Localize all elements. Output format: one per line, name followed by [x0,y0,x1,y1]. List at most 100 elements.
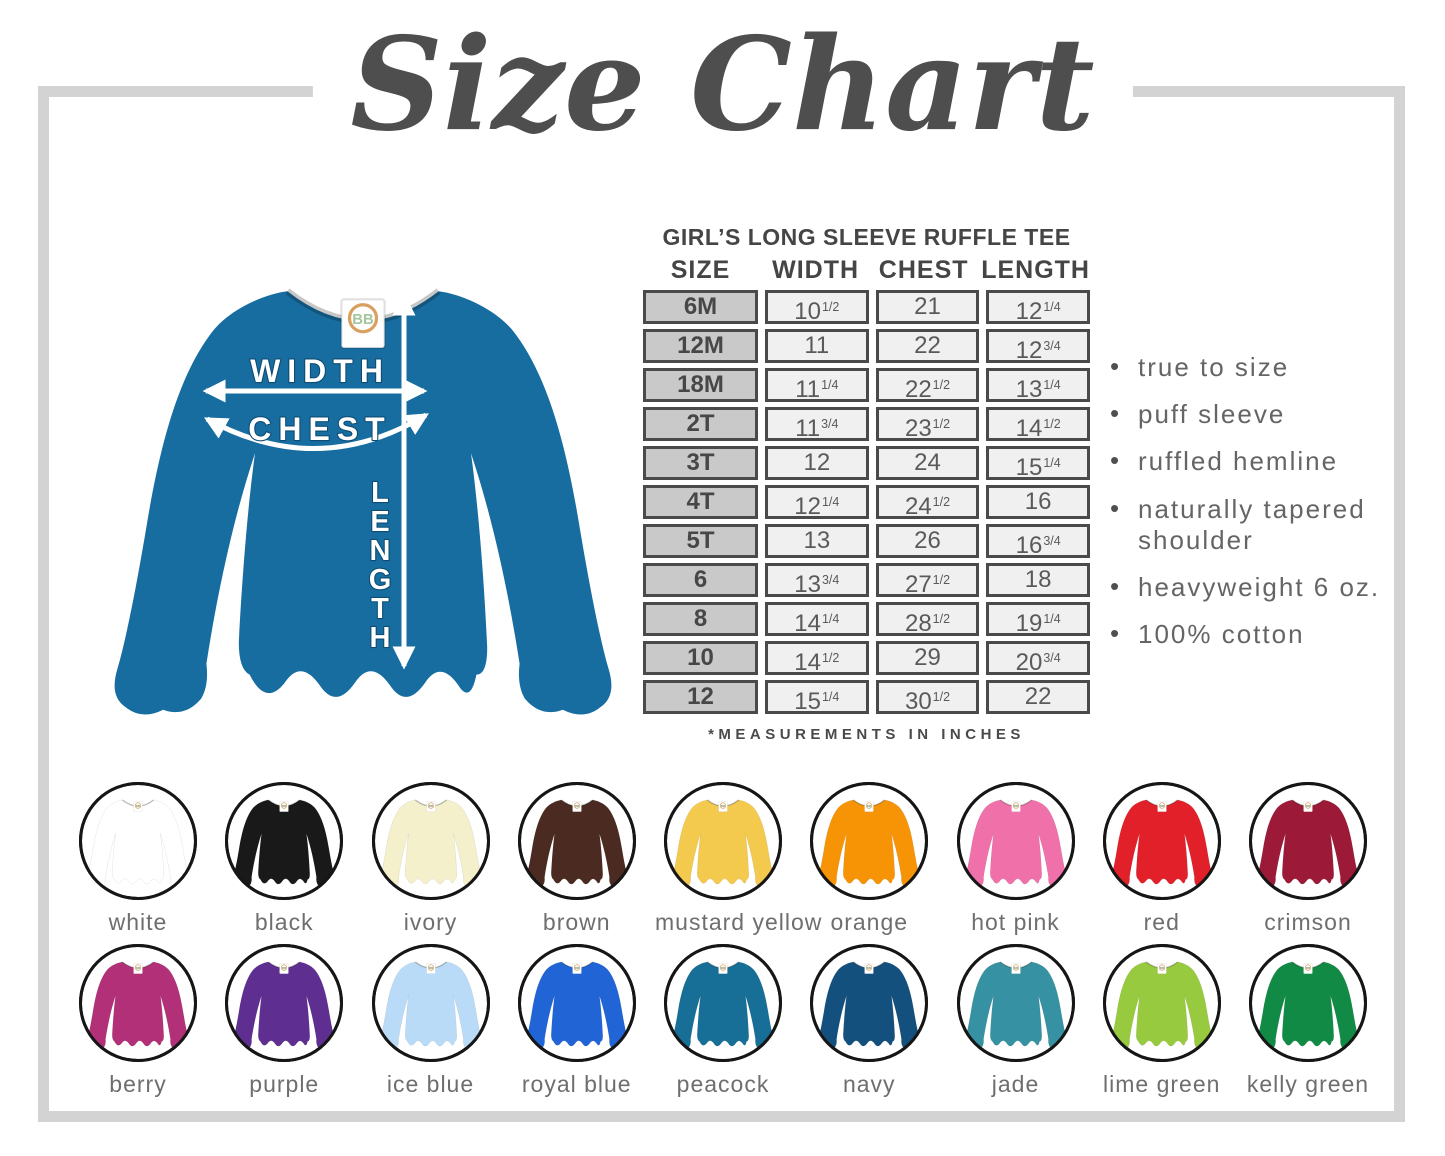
size-cell: 6M [643,290,758,324]
shirt-thumbnail [225,944,344,1062]
measurement-cell: 141/4 [765,602,869,637]
size-table-row: 2T 113/4 231/2 141/2 [643,407,1090,442]
col-chest: CHEST [878,256,969,284]
measurement-cell: 221/2 [875,368,980,403]
size-table-row: 18M 111/4 221/2 131/4 [643,368,1090,403]
measurement-cell: 203/4 [986,641,1090,676]
size-table-row: 10 141/2 29 203/4 [643,641,1090,676]
swatch-label: purple [249,1071,320,1097]
measurement-cell: 121/4 [986,290,1090,325]
swatch-label: navy [842,1071,896,1097]
size-table-row: 12M 11 22 123/4 [643,329,1090,364]
feature-item: true to size [1108,351,1408,383]
table-footnote: *MEASUREMENTS IN INCHES [708,726,1025,743]
col-size: SIZE [670,256,731,284]
feature-item: naturally tapered shoulder [1108,493,1408,556]
measurement-cell: 133/4 [765,563,869,598]
size-table-row: 6M 101/2 21 121/4 [643,290,1090,325]
measurement-cell: 26 [875,524,980,558]
measurement-cell: 281/2 [875,602,980,637]
size-cell: 12M [643,329,758,363]
swatch-label: royal blue [521,1071,632,1097]
chest-label: CHEST [248,411,391,447]
measurement-cell: 113/4 [765,407,869,442]
measurement-cell: 163/4 [986,524,1090,559]
measurement-cell: 231/2 [875,407,980,442]
shirt-thumbnail [664,944,782,1062]
color-swatch-black: black [216,780,352,936]
swatch-label: peacock [676,1071,770,1097]
size-cell: 18M [643,368,758,402]
color-swatch-peacock: peacock [655,942,791,1098]
measurement-cell: 301/2 [875,680,980,715]
measurement-cell: 11 [765,329,869,363]
col-width: WIDTH [772,256,860,284]
measurement-cell: 22 [986,680,1090,714]
swatch-label: ice blue [386,1071,475,1097]
table-header: SIZE WIDTH CHEST LENGTH [643,256,1090,285]
size-cell: 2T [643,407,758,441]
color-swatch-mustard-yellow: mustard yellow [655,780,821,936]
size-cell: 6 [643,563,758,597]
swatch-label: red [1143,909,1180,935]
measurement-cell: 123/4 [986,329,1090,364]
measurement-cell: 141/2 [986,407,1090,442]
shirt-thumbnail [956,782,1075,900]
measurement-cell: 21 [875,290,980,324]
size-cell: 12 [643,680,758,714]
color-swatch-orange: orange [801,780,937,936]
measurement-cell: 241/2 [875,485,980,520]
size-table-row: 8 141/4 281/2 191/4 [643,602,1090,637]
size-cell: 5T [643,524,758,558]
color-swatch-crimson: crimson [1240,780,1376,936]
shirt-thumbnail [79,782,197,900]
shirt-thumbnail [371,944,490,1062]
shirt-thumbnail [517,944,636,1062]
color-swatches: white black ivory brown mustard yellow orange… [70,780,1376,1104]
swatch-label: jade [991,1071,1040,1097]
shirt-thumbnail [1249,944,1367,1062]
size-cell: 8 [643,602,758,636]
size-table-row: 3T 12 24 151/4 [643,446,1090,481]
color-swatch-red: red [1094,780,1230,936]
color-swatch-royal-blue: royal blue [509,942,645,1098]
shirt-thumbnail [810,944,929,1062]
swatch-label: crimson [1264,909,1352,935]
measurement-cell: 141/2 [765,641,869,676]
measurement-cell: 271/2 [875,563,980,598]
feature-item: heavyweight 6 oz. [1108,571,1408,603]
feature-item: 100% cotton [1108,618,1408,650]
swatch-label: hot pink [971,909,1060,935]
width-label: WIDTH [250,353,390,389]
color-swatch-ivory: ivory [363,780,499,936]
color-swatch-hot-pink: hot pink [948,780,1084,936]
shirt-thumbnail [664,782,782,900]
measurement-cell: 18 [986,563,1090,597]
swatch-row: white black ivory brown mustard yellow orange… [70,780,1376,936]
feature-item: ruffled hemline [1108,445,1408,477]
color-swatch-jade: jade [948,942,1084,1098]
swatch-label: kelly green [1246,1071,1370,1097]
page-title: Size Chart [350,10,1095,160]
measurement-cell: 22 [875,329,980,363]
color-swatch-brown: brown [509,780,645,936]
swatch-label: lime green [1103,1071,1221,1097]
title-area: Size Chart [312,2,1133,169]
size-table-row: 6 133/4 271/2 18 [643,563,1090,598]
shirt-thumbnail [225,782,344,900]
shirt-thumbnail [1102,782,1221,900]
color-swatch-berry: berry [70,942,206,1098]
table-title: GIRL’S LONG SLEEVE RUFFLE TEE [662,224,1071,250]
size-table-row: 12 151/4 301/2 22 [643,680,1090,715]
color-swatch-lime-green: lime green [1094,942,1230,1098]
swatch-label: orange [830,909,909,935]
color-swatch-navy: navy [801,942,937,1098]
color-swatch-purple: purple [216,942,352,1098]
color-swatch-white: white [70,780,206,936]
measurement-cell: 101/2 [765,290,869,325]
measurement-cell: 111/4 [765,368,869,403]
color-swatch-ice-blue: ice blue [363,942,499,1098]
swatch-label: ivory [403,909,458,935]
